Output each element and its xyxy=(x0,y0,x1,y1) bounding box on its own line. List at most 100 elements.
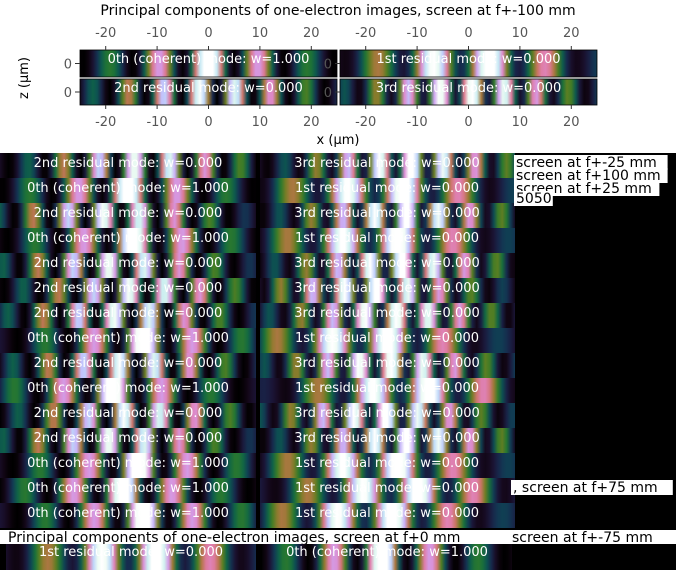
x-tick-label-top: 10 xyxy=(252,26,269,41)
strip-left xyxy=(0,153,256,178)
x-tick-label: 20 xyxy=(303,115,320,130)
strip-right xyxy=(260,278,515,303)
x-tick-label: -10 xyxy=(406,115,427,130)
strip-label-right: 3rd residual mode: w=0.000 xyxy=(294,356,480,371)
panel-label: 3rd residual mode: w=0.000 xyxy=(376,81,562,96)
strip-left xyxy=(0,278,256,303)
x-tick-label-top: 20 xyxy=(563,26,580,41)
strip-left xyxy=(0,328,256,353)
bottom-strip-label: 0th (coherent) mode: w=1.000 xyxy=(286,545,488,560)
side-text: screen at f+-25 mm xyxy=(516,155,657,171)
side-text-bg xyxy=(514,168,668,183)
strip-label-right: 1st residual mode: w=0.000 xyxy=(295,231,479,246)
strip-right xyxy=(260,378,515,403)
strip-left xyxy=(0,203,256,228)
strip-label-left: 0th (coherent) mode: w=1.000 xyxy=(27,506,229,521)
y-tick-label: 0 xyxy=(64,58,72,73)
x-tick-label: 20 xyxy=(563,115,580,130)
x-tick-label: 10 xyxy=(512,115,529,130)
bottom-title: Principal components of one-electron ima… xyxy=(8,530,460,546)
side-text-bg xyxy=(511,480,673,495)
strip-left xyxy=(0,303,256,328)
side-text: 5050 xyxy=(516,191,552,207)
strip-right xyxy=(260,303,515,328)
y-axis-label: z (µm) xyxy=(17,57,32,99)
x-tick-label-top: -10 xyxy=(146,26,167,41)
x-tick-label: -10 xyxy=(146,115,167,130)
x-tick-label-top: 20 xyxy=(303,26,320,41)
x-tick-label-top: 0 xyxy=(204,26,212,41)
bottom-strip xyxy=(6,544,256,570)
heatmap-panel xyxy=(79,49,338,78)
strip-label-left: 2nd residual mode: w=0.000 xyxy=(34,406,223,421)
strip-right xyxy=(260,203,515,228)
strip-right xyxy=(260,178,515,203)
strip-right xyxy=(260,328,515,353)
strip-left xyxy=(0,253,256,278)
heatmap-panel xyxy=(339,49,598,78)
strip-label-left: 2nd residual mode: w=0.000 xyxy=(34,306,223,321)
x-tick-label: -20 xyxy=(95,115,116,130)
strip-label-right: 1st residual mode: w=0.000 xyxy=(295,331,479,346)
side-text-bg xyxy=(510,530,664,545)
side-text-bg xyxy=(514,191,553,206)
side-text: screen at f+-75 mm xyxy=(512,530,653,546)
strip-right xyxy=(260,478,515,503)
y-tick-label: 0 xyxy=(324,58,332,73)
strip-label-left: 0th (coherent) mode: w=1.000 xyxy=(27,456,229,471)
strip-right xyxy=(260,153,515,178)
strip-left xyxy=(0,353,256,378)
bottom-title-bg xyxy=(0,530,512,544)
x-tick-label-top: 10 xyxy=(512,26,529,41)
strip-right xyxy=(260,428,515,453)
strip-right xyxy=(260,353,515,378)
bottom-strip xyxy=(262,544,512,570)
strip-label-left: 0th (coherent) mode: w=1.000 xyxy=(27,481,229,496)
strip-left xyxy=(0,403,256,428)
strip-label-right: 1st residual mode: w=0.000 xyxy=(295,381,479,396)
side-text: screen at f+100 mm xyxy=(516,168,661,184)
strip-label-left: 2nd residual mode: w=0.000 xyxy=(34,156,223,171)
x-tick-label-top: 0 xyxy=(464,26,472,41)
panel-label: 2nd residual mode: w=0.000 xyxy=(114,81,303,96)
strip-label-right: 3rd residual mode: w=0.000 xyxy=(294,206,480,221)
side-text-bg xyxy=(514,155,668,170)
strip-label-right: 3rd residual mode: w=0.000 xyxy=(294,281,480,296)
strip-label-right: 1st residual mode: w=0.000 xyxy=(295,181,479,196)
x-tick-label: -20 xyxy=(355,115,376,130)
strip-left xyxy=(0,478,256,503)
strip-label-left: 0th (coherent) mode: w=1.000 xyxy=(27,181,229,196)
strip-right xyxy=(260,503,515,528)
x-tick-label: 0 xyxy=(204,115,212,130)
strip-left xyxy=(0,453,256,478)
strip-label-right: 3rd residual mode: w=0.000 xyxy=(294,256,480,271)
strip-right xyxy=(260,453,515,478)
y-tick-label: 0 xyxy=(64,86,72,101)
x-axis-label: x (µm) xyxy=(317,133,360,148)
strip-left xyxy=(0,178,256,203)
chart-title: Principal components of one-electron ima… xyxy=(100,3,575,19)
strip-label-left: 2nd residual mode: w=0.000 xyxy=(34,256,223,271)
x-tick-label: 0 xyxy=(464,115,472,130)
strip-right xyxy=(260,228,515,253)
x-tick-label-top: -20 xyxy=(95,26,116,41)
strip-left xyxy=(0,503,256,528)
x-tick-label-top: -10 xyxy=(406,26,427,41)
strip-right xyxy=(260,403,515,428)
strip-label-left: 2nd residual mode: w=0.000 xyxy=(34,431,223,446)
strip-label-left: 2nd residual mode: w=0.000 xyxy=(34,356,223,371)
bottom-strip-label: 1st residual mode: w=0.000 xyxy=(39,545,223,560)
strip-label-left: 0th (coherent) mode: w=1.000 xyxy=(27,381,229,396)
strip-label-right: 1st residual mode: w=0.000 xyxy=(295,481,479,496)
strip-label-right: 1st residual mode: w=0.000 xyxy=(295,506,479,521)
strip-label-right: 1st residual mode: w=0.000 xyxy=(295,456,479,471)
strip-label-left: 0th (coherent) mode: w=1.000 xyxy=(27,231,229,246)
strip-label-right: 3rd residual mode: w=0.000 xyxy=(294,406,480,421)
strip-label-right: 3rd residual mode: w=0.000 xyxy=(294,306,480,321)
panel-label: 0th (coherent) mode: w=1.000 xyxy=(108,52,310,67)
strip-label-left: 0th (coherent) mode: w=1.000 xyxy=(27,331,229,346)
strip-left xyxy=(0,228,256,253)
strip-label-left: 2nd residual mode: w=0.000 xyxy=(34,281,223,296)
strip-left xyxy=(0,378,256,403)
